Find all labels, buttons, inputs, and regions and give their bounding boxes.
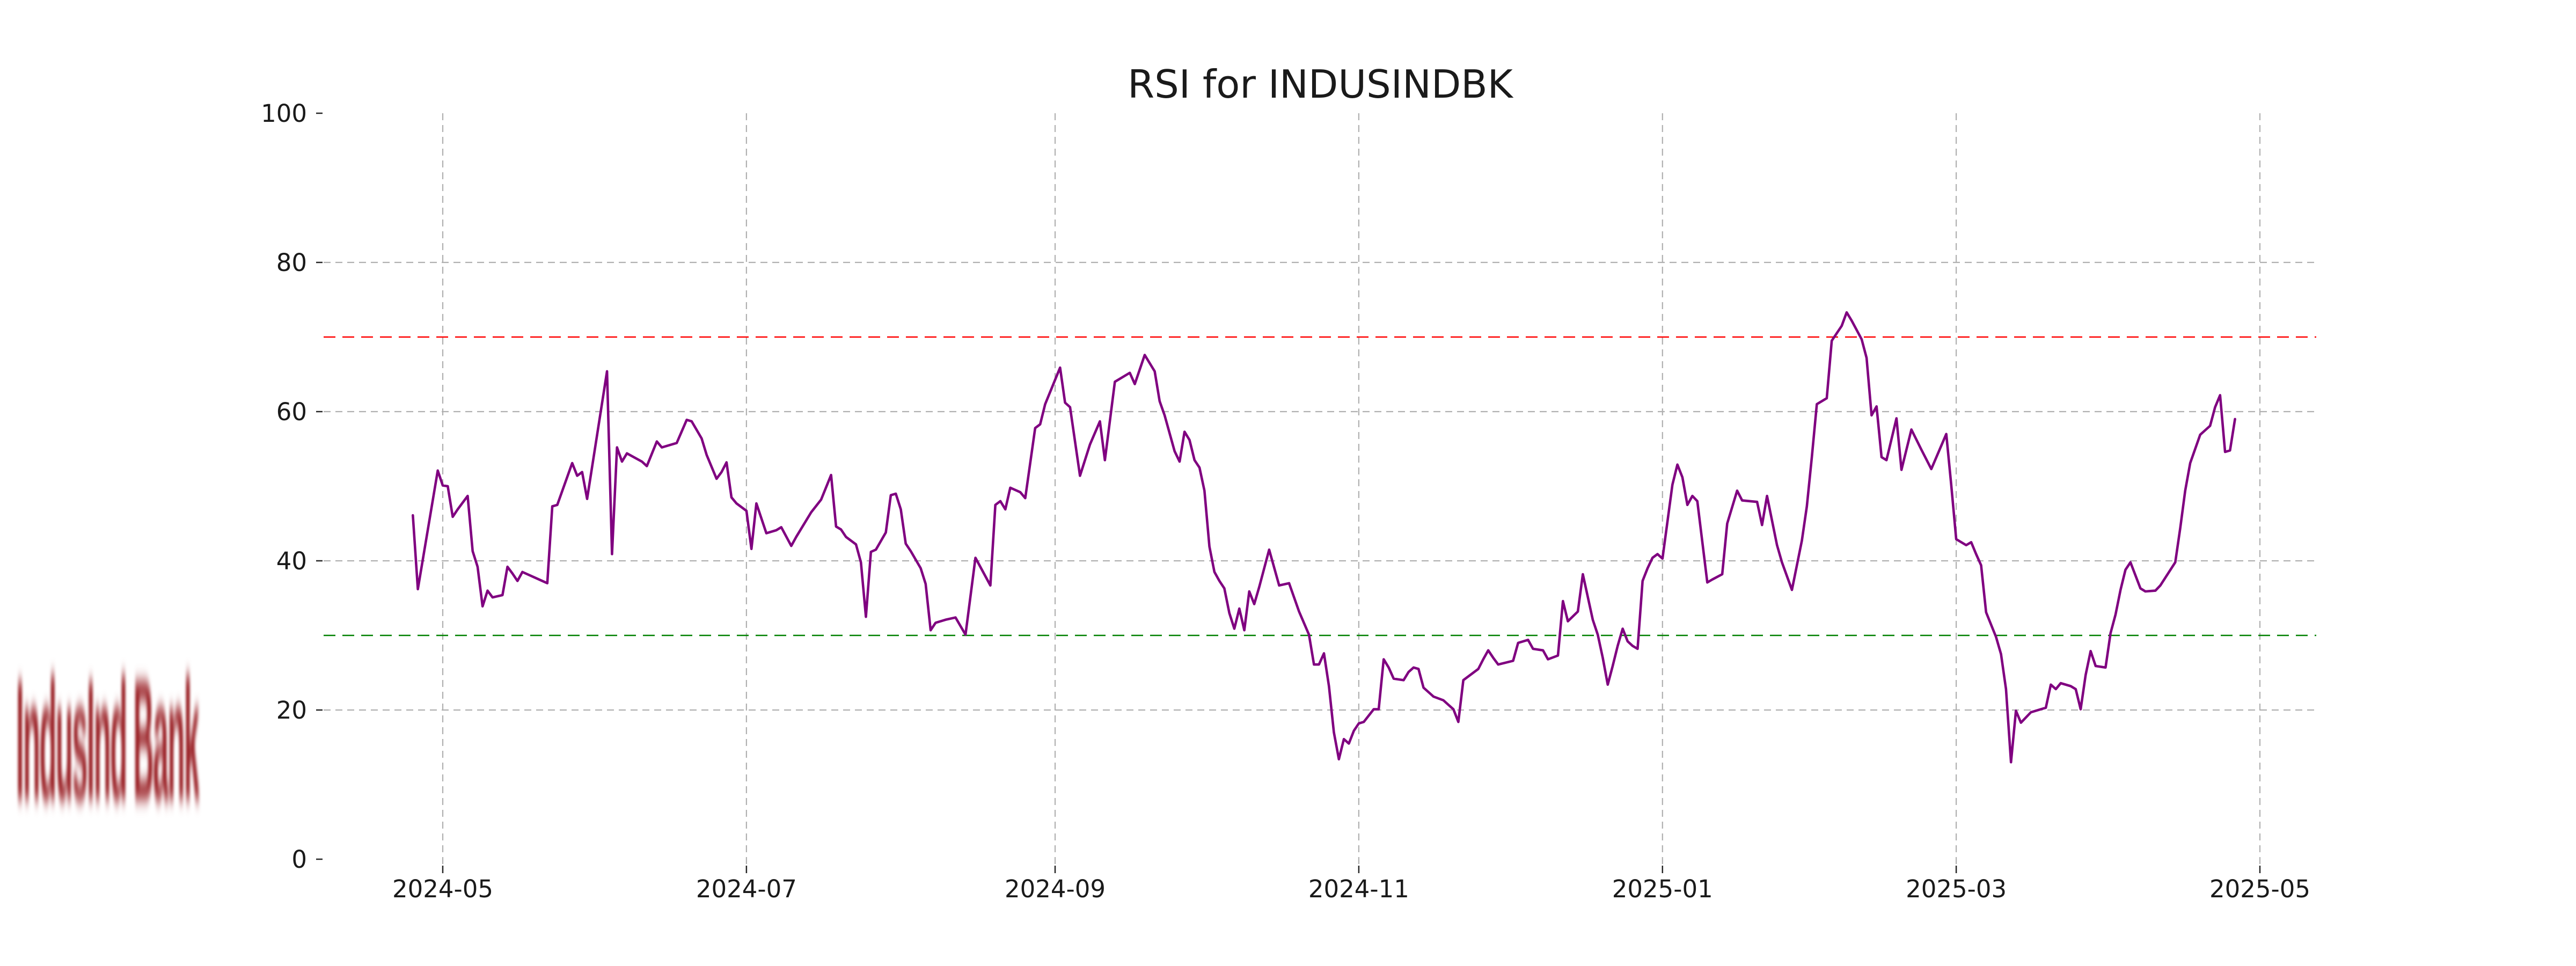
series-layer (411, 311, 2236, 764)
x-tick-label-2025-05: 2025-05 (2209, 875, 2310, 903)
reference-lines-layer (324, 336, 2316, 636)
y-tick-label-100: 100 (261, 99, 307, 128)
grid-layer (324, 113, 2316, 866)
y-tick-label-20: 20 (276, 696, 307, 724)
x-tick-label-2024-07: 2024-07 (696, 875, 797, 903)
x-tick-label-2024-11: 2024-11 (1308, 875, 1409, 903)
y-tick-label-80: 80 (276, 248, 307, 277)
axis-layer: 2024-05 2024-07 2024-09 2024-11 2025-01 2025-… (261, 99, 2310, 903)
y-tick-label-40: 40 (276, 547, 307, 575)
x-tick-label-2024-09: 2024-09 (1005, 875, 1106, 903)
x-tick-label-2025-01: 2025-01 (1612, 875, 1713, 903)
y-tick-label-60: 60 (276, 398, 307, 426)
x-tick-label-2025-03: 2025-03 (1906, 875, 2007, 903)
y-tick-label-0: 0 (291, 845, 307, 874)
rsi-line (411, 311, 2236, 764)
chart-title: RSI for INDUSINDBK (1128, 62, 1514, 107)
x-tick-label-2024-05: 2024-05 (392, 875, 493, 903)
